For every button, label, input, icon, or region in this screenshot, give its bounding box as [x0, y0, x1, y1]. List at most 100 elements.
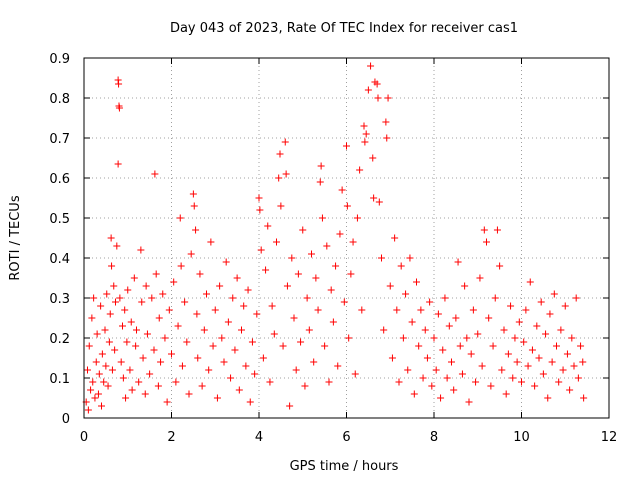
data-point: [441, 294, 449, 302]
data-point: [222, 258, 230, 266]
data-point: [172, 378, 180, 386]
data-point: [255, 194, 263, 202]
data-point: [430, 334, 438, 342]
y-tick-label: 0.5: [49, 212, 70, 227]
data-point: [110, 282, 118, 290]
data-point: [345, 334, 353, 342]
data-point: [548, 358, 556, 366]
data-point: [103, 290, 111, 298]
data-point: [559, 366, 567, 374]
data-point: [248, 338, 256, 346]
data-point: [323, 242, 331, 250]
data-point: [273, 238, 280, 246]
data-point: [421, 326, 429, 334]
data-point: [231, 346, 239, 354]
data-point: [207, 238, 215, 246]
data-point: [426, 298, 434, 306]
data-point: [445, 322, 453, 330]
data-point: [220, 358, 228, 366]
data-point: [189, 190, 197, 198]
data-point: [238, 326, 245, 334]
y-tick-label: 0.4: [49, 252, 70, 267]
y-tick-label: 0.9: [49, 52, 70, 67]
data-point: [317, 162, 325, 170]
data-point: [524, 362, 532, 370]
y-axis-label: ROTI / TECUs: [8, 195, 23, 280]
data-point: [327, 286, 335, 294]
data-point: [262, 266, 270, 274]
data-point: [561, 302, 569, 310]
data-point: [266, 378, 274, 386]
data-point: [437, 394, 445, 402]
x-tick-label: 8: [430, 430, 438, 445]
data-point: [553, 342, 560, 350]
y-tick-label: 0.3: [49, 292, 70, 307]
data-point: [474, 330, 482, 338]
data-point: [456, 342, 464, 350]
data-point: [370, 194, 378, 202]
data-point: [119, 374, 127, 382]
data-point: [577, 342, 585, 350]
data-point: [92, 358, 100, 366]
data-point: [286, 402, 294, 410]
data-point: [246, 398, 254, 406]
data-point: [570, 362, 578, 370]
data-point: [465, 398, 473, 406]
data-point: [374, 94, 382, 102]
y-tick-label: 0.6: [49, 172, 70, 187]
data-point: [211, 306, 219, 314]
y-tick-label: 0.2: [49, 332, 70, 347]
data-point: [229, 294, 237, 302]
data-point: [224, 318, 232, 326]
data-point: [94, 390, 102, 398]
data-point: [275, 174, 283, 182]
x-tick-label: 4: [255, 430, 263, 445]
data-point: [574, 374, 582, 382]
data-point: [133, 326, 140, 334]
grid: [84, 58, 609, 418]
data-point: [469, 306, 477, 314]
data-point: [301, 382, 309, 390]
x-axis-label: GPS time / hours: [290, 459, 399, 474]
data-point: [277, 202, 285, 210]
data-point: [343, 202, 351, 210]
data-point: [97, 302, 105, 310]
data-point: [364, 86, 372, 94]
data-point: [123, 338, 131, 346]
data-point: [452, 314, 460, 322]
data-point: [150, 346, 158, 354]
data-point: [108, 262, 116, 270]
data-point: [434, 310, 442, 318]
data-point: [504, 350, 512, 358]
data-point: [106, 310, 114, 318]
data-point: [360, 122, 368, 130]
data-point: [404, 366, 412, 374]
data-point: [393, 306, 401, 314]
data-point: [498, 366, 506, 374]
data-point: [439, 346, 447, 354]
data-point: [244, 286, 252, 294]
y-tick-label: 0.8: [49, 92, 70, 107]
data-point: [294, 270, 302, 278]
data-point: [242, 362, 250, 370]
data-point: [369, 154, 377, 162]
data-point: [163, 398, 171, 406]
data-point: [95, 370, 103, 378]
data-point: [93, 330, 101, 338]
data-point: [139, 354, 147, 362]
data-point: [264, 222, 272, 230]
data-point: [358, 306, 366, 314]
data-point: [533, 322, 541, 330]
data-point: [85, 342, 93, 350]
data-point: [391, 234, 399, 242]
data-point: [555, 378, 563, 386]
data-point: [299, 226, 307, 234]
data-point: [192, 226, 200, 234]
data-point: [227, 374, 235, 382]
data-point: [384, 94, 392, 102]
data-point: [135, 378, 143, 386]
data-point: [310, 358, 318, 366]
data-point: [121, 306, 129, 314]
data-point: [489, 342, 497, 350]
data-point: [572, 294, 580, 302]
